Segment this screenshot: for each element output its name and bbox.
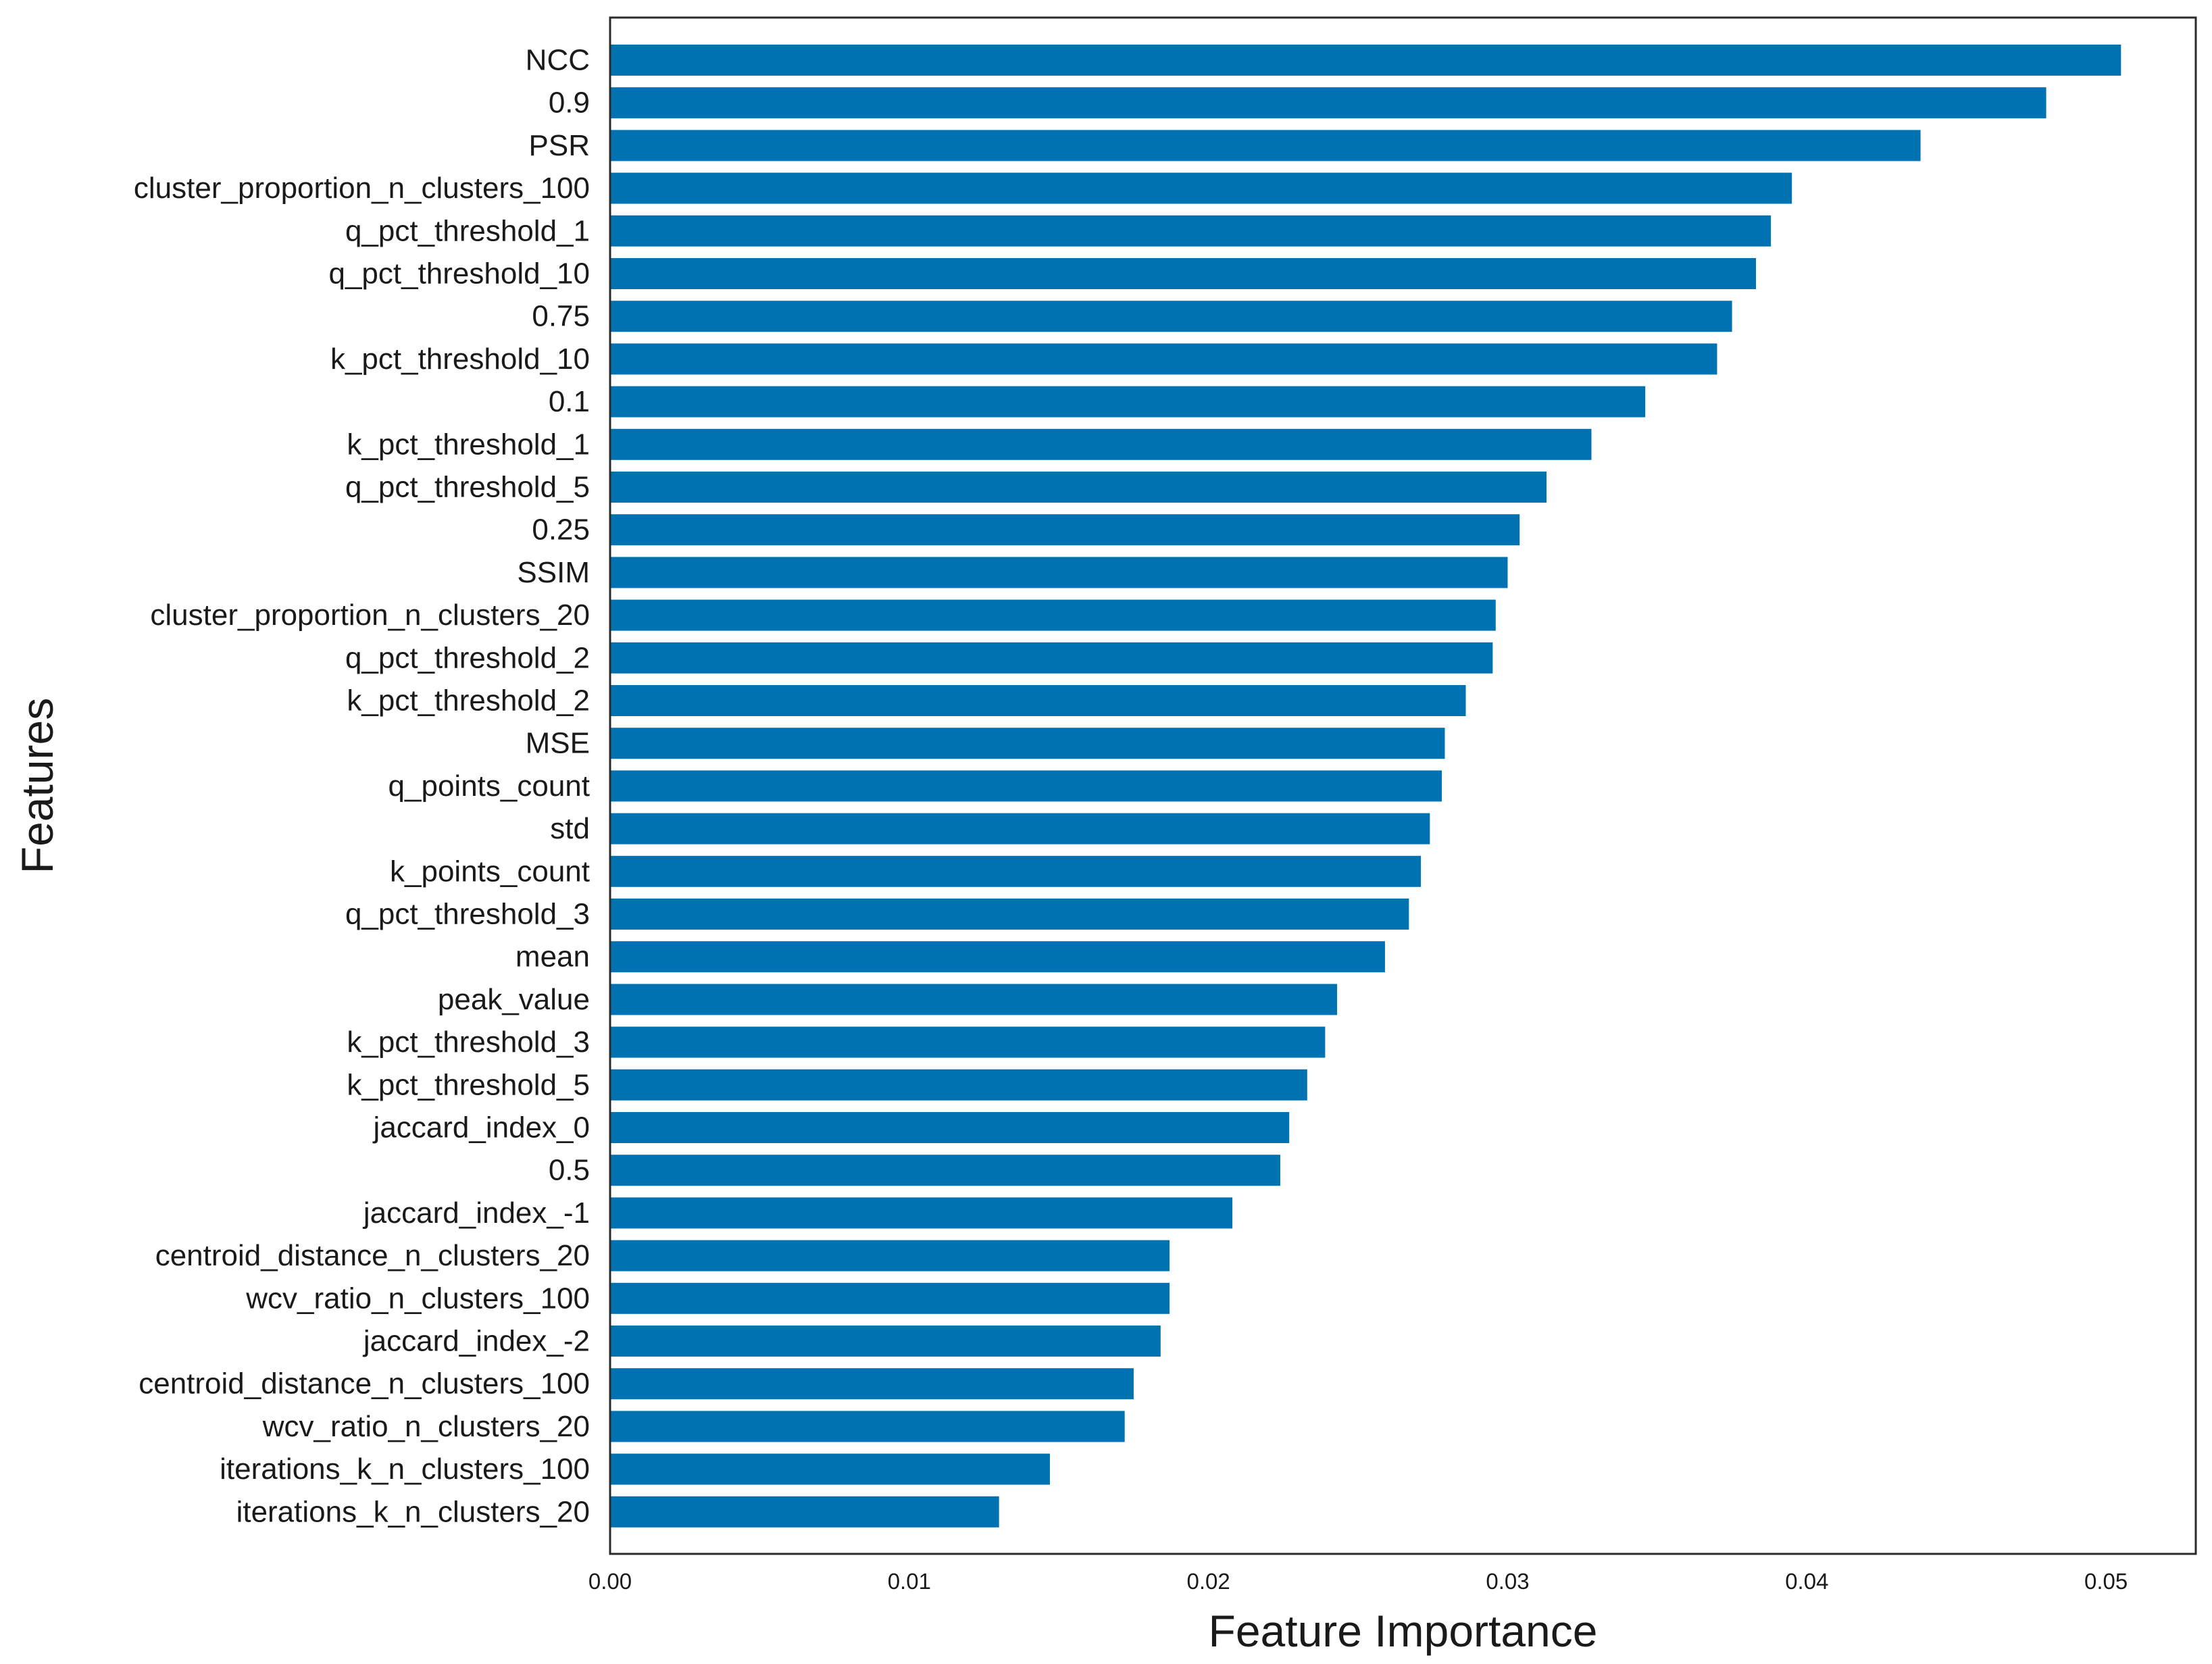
category-label: k_points_count — [390, 855, 590, 888]
category-label: cluster_proportion_n_clusters_100 — [134, 172, 590, 205]
bar-q_points_count — [610, 770, 1442, 802]
bar-SSIM — [610, 557, 1508, 588]
x-tick-label: 0.02 — [1187, 1569, 1230, 1594]
bar-k_pct_threshold_1 — [610, 428, 1592, 460]
bar-q_pct_threshold_5 — [610, 472, 1547, 503]
bar-peak_value — [610, 984, 1338, 1015]
bar-centroid_distance_n_clusters_100 — [610, 1368, 1134, 1400]
bar-0.1 — [610, 386, 1646, 418]
category-label: MSE — [526, 727, 590, 760]
category-label: q_pct_threshold_5 — [345, 471, 590, 504]
category-labels: NCC 0.9 PSR cluster_proportion_n_clusters_1… — [134, 44, 590, 1529]
bar-wcv_ratio_n_clusters_20 — [610, 1411, 1125, 1442]
category-label: q_points_count — [388, 770, 590, 803]
x-tick-label: 0.05 — [2084, 1569, 2128, 1594]
bar-0.25 — [610, 514, 1520, 546]
bar-jaccard_index_-1 — [610, 1197, 1233, 1229]
bar-centroid_distance_n_clusters_20 — [610, 1240, 1170, 1271]
category-label: q_pct_threshold_3 — [345, 898, 590, 931]
bar-cluster_proportion_n_clusters_20 — [610, 599, 1496, 631]
x-tick-label: 0.04 — [1785, 1569, 1828, 1594]
bar-jaccard_index_0 — [610, 1112, 1290, 1143]
x-tick-label: 0.03 — [1486, 1569, 1529, 1594]
x-tick-label: 0.01 — [888, 1569, 931, 1594]
bar-k_points_count — [610, 855, 1422, 887]
category-label: k_pct_threshold_2 — [347, 684, 590, 717]
bar-q_pct_threshold_10 — [610, 258, 1757, 289]
bar-q_pct_threshold_2 — [610, 642, 1493, 674]
x-tick-label: 0.00 — [588, 1569, 632, 1594]
bar-k_pct_threshold_10 — [610, 343, 1717, 375]
bar-q_pct_threshold_1 — [610, 215, 1771, 247]
category-label: PSR — [529, 129, 590, 162]
bar-jaccard_index_-2 — [610, 1326, 1161, 1357]
category-label: std — [550, 812, 590, 845]
category-label: jaccard_index_0 — [372, 1111, 590, 1144]
bar-cluster_proportion_n_clusters_100 — [610, 172, 1792, 204]
category-label: mean — [516, 940, 590, 974]
category-label: cluster_proportion_n_clusters_20 — [150, 599, 590, 632]
bars-layer — [610, 45, 2121, 1528]
category-label: k_pct_threshold_10 — [330, 343, 590, 376]
bar-iterations_k_n_clusters_100 — [610, 1453, 1050, 1485]
category-label: iterations_k_n_clusters_100 — [220, 1453, 590, 1486]
bar-0.5 — [610, 1155, 1280, 1186]
category-label: k_pct_threshold_1 — [347, 428, 590, 461]
bar-k_pct_threshold_5 — [610, 1069, 1307, 1101]
category-label: q_pct_threshold_2 — [345, 641, 590, 674]
category-label: iterations_k_n_clusters_20 — [236, 1495, 590, 1528]
category-label: 0.5 — [549, 1154, 590, 1187]
bar-PSR — [610, 130, 1921, 161]
category-label: wcv_ratio_n_clusters_100 — [245, 1282, 590, 1315]
category-label: SSIM — [517, 556, 590, 589]
bar-mean — [610, 941, 1385, 973]
category-label: jaccard_index_-1 — [362, 1196, 590, 1230]
category-label: peak_value — [438, 983, 590, 1016]
category-label: centroid_distance_n_clusters_100 — [139, 1367, 590, 1401]
bar-std — [610, 813, 1430, 844]
bar-MSE — [610, 728, 1445, 759]
category-label: q_pct_threshold_1 — [345, 214, 590, 247]
bar-q_pct_threshold_3 — [610, 899, 1409, 930]
bar-k_pct_threshold_3 — [610, 1026, 1326, 1058]
bar-0.75 — [610, 301, 1732, 332]
bar-iterations_k_n_clusters_20 — [610, 1496, 999, 1528]
category-label: centroid_distance_n_clusters_20 — [155, 1239, 590, 1272]
category-label: NCC — [526, 44, 590, 77]
category-label: 0.25 — [532, 513, 590, 547]
bar-NCC — [610, 45, 2121, 76]
category-label: jaccard_index_-2 — [362, 1325, 590, 1358]
category-label: 0.1 — [549, 385, 590, 418]
bar-k_pct_threshold_2 — [610, 685, 1466, 716]
category-label: q_pct_threshold_10 — [328, 257, 590, 291]
category-label: 0.9 — [549, 86, 590, 120]
bar-0.9 — [610, 87, 2046, 119]
category-label: k_pct_threshold_5 — [347, 1068, 590, 1101]
x-axis-ticks: 0.00 0.01 0.02 0.03 0.04 0.05 — [588, 1569, 2128, 1594]
x-axis-title: Feature Importance — [1209, 1606, 1598, 1656]
bar-wcv_ratio_n_clusters_100 — [610, 1282, 1170, 1314]
category-label: k_pct_threshold_3 — [347, 1026, 590, 1059]
y-axis-title: Features — [12, 698, 62, 874]
category-label: wcv_ratio_n_clusters_20 — [262, 1410, 590, 1443]
category-label: 0.75 — [532, 300, 590, 333]
plot-frame — [609, 16, 2197, 1555]
